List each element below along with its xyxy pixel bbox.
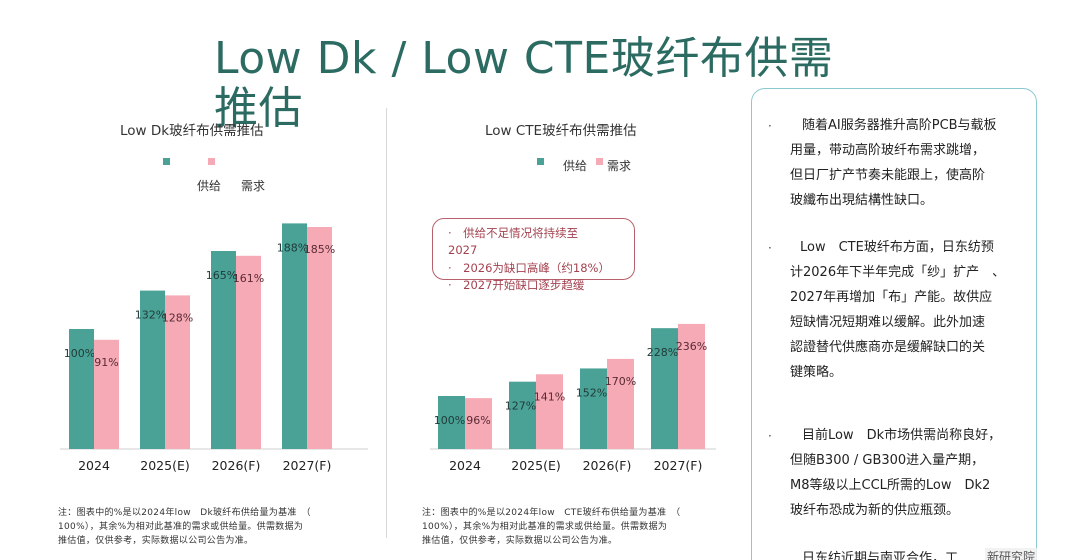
demand-bar (607, 358, 634, 449)
summary-footer-text: 日东纺近期与南亚合作，工 (802, 551, 959, 560)
chart-title-low-cte: Low CTE玻纤布供需推估 (485, 123, 637, 139)
x-tick-label: 2024 (449, 458, 481, 473)
chart-note-low-dk: 注：图表中的%是以2024年low Dk玻纤布供给量为基准 （ 100%），其余… (58, 506, 376, 548)
bullet-line: 随着AI服务器推升高阶PCB与载板 (802, 118, 997, 133)
supply-bar (282, 223, 307, 449)
legend-swatch-supply (537, 158, 544, 165)
legend-label-supply: 供给 (563, 159, 588, 173)
supply-bar (69, 329, 94, 449)
legend-label-supply: 供给 (197, 179, 222, 193)
supply-bar (509, 381, 536, 449)
note-line: 推估值，仅供参考，实际数据以公司公告为准。 (58, 536, 254, 546)
watermark: 新研究院 (985, 548, 1038, 560)
x-tick-label: 2026(F) (212, 458, 261, 473)
demand-bar (236, 255, 261, 449)
bullet-line: 2027年再增加「布」产能。故供应 (790, 290, 993, 305)
annotation-line: · 供给不足情况将持续至 (448, 226, 579, 240)
bullet-line: Low CTE玻纤布方面，日东纺预 (800, 240, 994, 255)
x-tick-label: 2024 (78, 458, 110, 473)
supply-bar (140, 290, 165, 449)
bullet-line: 目前Low Dk市场供需尚称良好， (802, 428, 1002, 443)
data-label: 165% (206, 269, 237, 282)
supply-bar (438, 396, 465, 449)
bullet-line: 但随B300 / GB300进入量产期， (790, 453, 985, 468)
legend-swatch-demand (208, 158, 215, 165)
bullet-line: 用量，带动高阶玻纤布需求跳增， (790, 143, 986, 158)
supply-bar (580, 368, 607, 449)
note-line: 100%），其余%为相对此基准的需求或供给量。供需数据为 (422, 522, 668, 532)
bullet-dot: · (768, 119, 772, 133)
bullet-line: 键策略。 (790, 365, 843, 380)
bullet-dot: · (768, 429, 772, 443)
demand-bar (165, 295, 190, 449)
note-line: 注：图表中的%是以2024年low Dk玻纤布供给量为基准 （ (58, 508, 311, 518)
bullet-line: M8等级以上CCL所需的Low Dk2 (790, 478, 991, 493)
annotation-box (432, 218, 635, 280)
data-label: 100% (64, 347, 95, 360)
bullet-item-low-dk: 目前Low Dk市场供需尚称良好， 但随B300 / GB300进入量产期， M… (790, 423, 1032, 523)
note-line: 注：图表中的%是以2024年low CTE玻纤布供给量为基准 （ (422, 508, 681, 518)
data-label: 236% (676, 340, 707, 353)
legend-label-demand: 需求 (241, 179, 266, 193)
supply-bar (651, 328, 678, 449)
bullet-line: 但日厂扩产节奏未能跟上，使高阶 (790, 168, 986, 183)
divider (386, 108, 387, 538)
data-label: 185% (304, 243, 335, 256)
x-tick-label: 2025(E) (140, 458, 189, 473)
legend-swatch-demand (596, 158, 603, 165)
demand-bar (678, 323, 705, 449)
chart-note-low-cte: 注：图表中的%是以2024年low CTE玻纤布供给量为基准 （ 100%），其… (422, 506, 740, 548)
demand-bar (536, 374, 563, 449)
summary-panel (751, 88, 1037, 560)
bullet-line: 玻纖布出現結構性缺口。 (790, 193, 934, 208)
bullet-dot: · (768, 241, 772, 255)
chart-title-low-dk: Low Dk玻纤布供需推估 (120, 123, 264, 139)
x-tick-label: 2027(F) (654, 458, 703, 473)
legend-swatch-supply (163, 158, 170, 165)
demand-bar (94, 339, 119, 449)
data-label: 170% (605, 375, 636, 388)
note-line: 推估值，仅供参考，实际数据以公司公告为准。 (422, 536, 618, 546)
data-label: 96% (466, 414, 490, 427)
bullet-line: 计2026年下半年完成「纱」扩产 、 (790, 265, 1006, 280)
x-tick-label: 2025(E) (511, 458, 560, 473)
annotation-line: · 2026为缺口高峰（约18%） (448, 261, 610, 275)
bullet-item-low-cte: Low CTE玻纤布方面，日东纺预 计2026年下半年完成「纱」扩产 、 202… (790, 235, 1040, 385)
data-label: 132% (135, 309, 166, 322)
demand-bar (465, 398, 492, 449)
data-label: 161% (233, 272, 264, 285)
page-title: Low Dk / Low CTE玻纤布供需推估 (214, 33, 834, 134)
x-tick-label: 2027(F) (283, 458, 332, 473)
data-label: 128% (162, 311, 193, 324)
data-label: 141% (534, 390, 565, 403)
data-label: 91% (94, 356, 118, 369)
data-label: 152% (576, 386, 607, 399)
data-label: 100% (434, 414, 465, 427)
annotation-line: · 2027开始缺口逐步趋缓 (448, 278, 585, 292)
legend-label-demand: 需求 (607, 159, 632, 173)
bullet-line: 玻纤布恐成为新的供应瓶颈。 (790, 503, 960, 518)
x-tick-label: 2026(F) (583, 458, 632, 473)
data-label: 127% (505, 400, 536, 413)
annotation-line: 2027 (448, 243, 478, 257)
bullet-item-ai-server: 随着AI服务器推升高阶PCB与载板 用量，带动高阶玻纤布需求跳增， 但日厂扩产节… (790, 113, 1032, 213)
note-line: 100%），其余%为相对此基准的需求或供给量。供需数据为 (58, 522, 304, 532)
bullet-line: 認證替代供應商亦是缓解缺口的关 (790, 340, 986, 355)
demand-bar (307, 227, 332, 449)
data-label: 188% (277, 241, 308, 254)
supply-bar (211, 251, 236, 449)
data-label: 228% (647, 346, 678, 359)
bullet-line: 短缺情况短期难以缓解。此外加速 (790, 315, 986, 330)
